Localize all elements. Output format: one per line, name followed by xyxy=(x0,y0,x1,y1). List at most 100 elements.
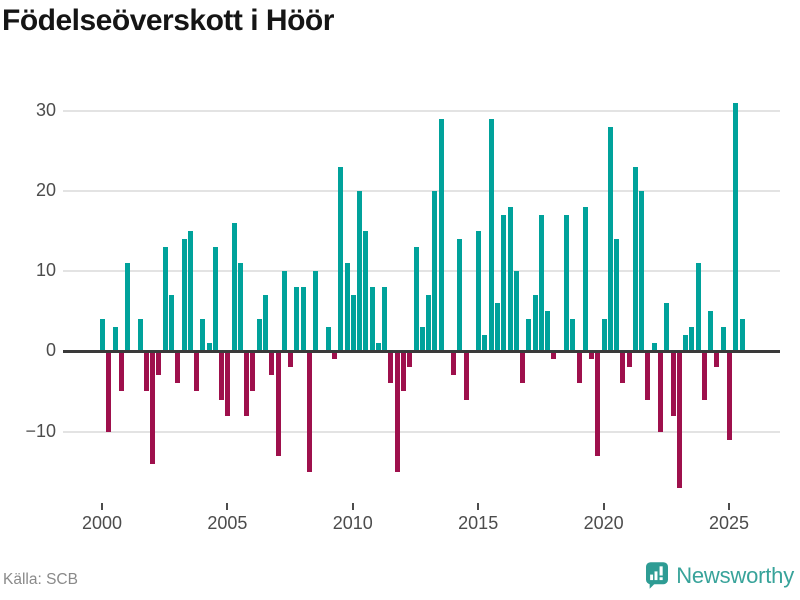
bar xyxy=(432,191,438,352)
bar xyxy=(520,351,526,384)
bar xyxy=(338,166,344,352)
newsworthy-logo[interactable]: Newsworthy xyxy=(646,562,794,589)
bar xyxy=(482,335,488,352)
bar xyxy=(382,287,388,352)
bar xyxy=(263,295,269,352)
bar xyxy=(244,351,250,416)
x-tick-label: 2025 xyxy=(708,513,750,533)
bar xyxy=(156,351,162,376)
bar xyxy=(526,319,532,352)
x-tick-mark xyxy=(101,503,103,510)
y-tick-label: −10 xyxy=(25,420,56,441)
bar xyxy=(413,247,419,352)
source-label: Källa: SCB xyxy=(3,571,78,588)
bar xyxy=(106,351,112,432)
newsworthy-wordmark: Newsworthy xyxy=(676,562,794,588)
bar xyxy=(369,287,375,352)
bar xyxy=(683,335,689,352)
x-tick-label: 2015 xyxy=(458,513,499,533)
bar xyxy=(538,215,544,352)
bar xyxy=(507,207,513,352)
bar xyxy=(551,351,557,360)
bar xyxy=(689,327,695,352)
bar xyxy=(626,351,632,368)
x-tick-label: 2005 xyxy=(207,513,248,533)
bar xyxy=(137,319,143,352)
x-tick-mark xyxy=(477,503,480,510)
bar xyxy=(231,223,237,352)
bar xyxy=(457,239,463,352)
bar xyxy=(476,231,482,352)
x-tick-mark xyxy=(728,503,730,510)
bar xyxy=(620,351,626,384)
bar xyxy=(632,166,638,352)
bar xyxy=(576,351,582,384)
bar xyxy=(639,191,645,352)
bar xyxy=(545,311,551,352)
bar xyxy=(419,327,425,352)
bar xyxy=(181,239,187,352)
bar xyxy=(400,351,406,392)
bar xyxy=(607,126,613,352)
bar xyxy=(708,311,714,352)
bar xyxy=(651,343,657,352)
bar xyxy=(720,327,726,352)
bar xyxy=(162,247,168,352)
bar xyxy=(532,295,538,352)
bar xyxy=(331,351,337,360)
bar xyxy=(300,287,306,352)
bar xyxy=(589,351,595,360)
bar xyxy=(714,351,720,368)
bar xyxy=(739,319,745,352)
bar xyxy=(269,351,275,376)
bar xyxy=(306,351,312,472)
bar xyxy=(488,118,494,352)
bar xyxy=(256,319,262,352)
x-tick-mark xyxy=(226,503,229,510)
zero-axis-line xyxy=(63,349,780,353)
bar xyxy=(601,319,607,352)
bar xyxy=(570,319,576,352)
bar xyxy=(294,287,300,352)
bar xyxy=(463,351,469,400)
bar xyxy=(275,351,281,456)
bar xyxy=(407,351,413,368)
bar xyxy=(350,295,356,352)
bar xyxy=(250,351,256,392)
bar xyxy=(219,351,225,400)
chart-title: Födelseöverskott i Höör xyxy=(2,4,334,37)
bar xyxy=(212,247,218,352)
bar xyxy=(325,327,331,352)
y-tick-label: 20 xyxy=(35,180,56,200)
bar xyxy=(168,295,174,352)
bar xyxy=(100,319,105,352)
bar xyxy=(344,263,350,352)
x-tick-mark xyxy=(351,503,354,510)
y-tick-label: 30 xyxy=(35,99,56,120)
x-tick-label: 2010 xyxy=(332,513,373,533)
bar xyxy=(394,351,400,472)
bar xyxy=(701,351,707,400)
bar xyxy=(582,207,588,352)
gridline xyxy=(63,270,780,273)
gridline xyxy=(63,109,780,112)
bar xyxy=(237,263,243,352)
bar xyxy=(187,231,193,352)
bar xyxy=(438,118,444,352)
bar xyxy=(426,295,432,352)
bar xyxy=(175,351,181,384)
bar xyxy=(118,351,124,392)
gridline xyxy=(63,190,780,192)
bar xyxy=(143,351,149,392)
bar xyxy=(363,231,369,352)
bar xyxy=(112,327,118,352)
bar xyxy=(281,271,287,352)
bar xyxy=(194,351,200,392)
bar xyxy=(501,215,507,352)
bar xyxy=(451,351,457,376)
bar xyxy=(375,343,381,352)
bar xyxy=(658,351,664,432)
bar xyxy=(313,271,319,352)
